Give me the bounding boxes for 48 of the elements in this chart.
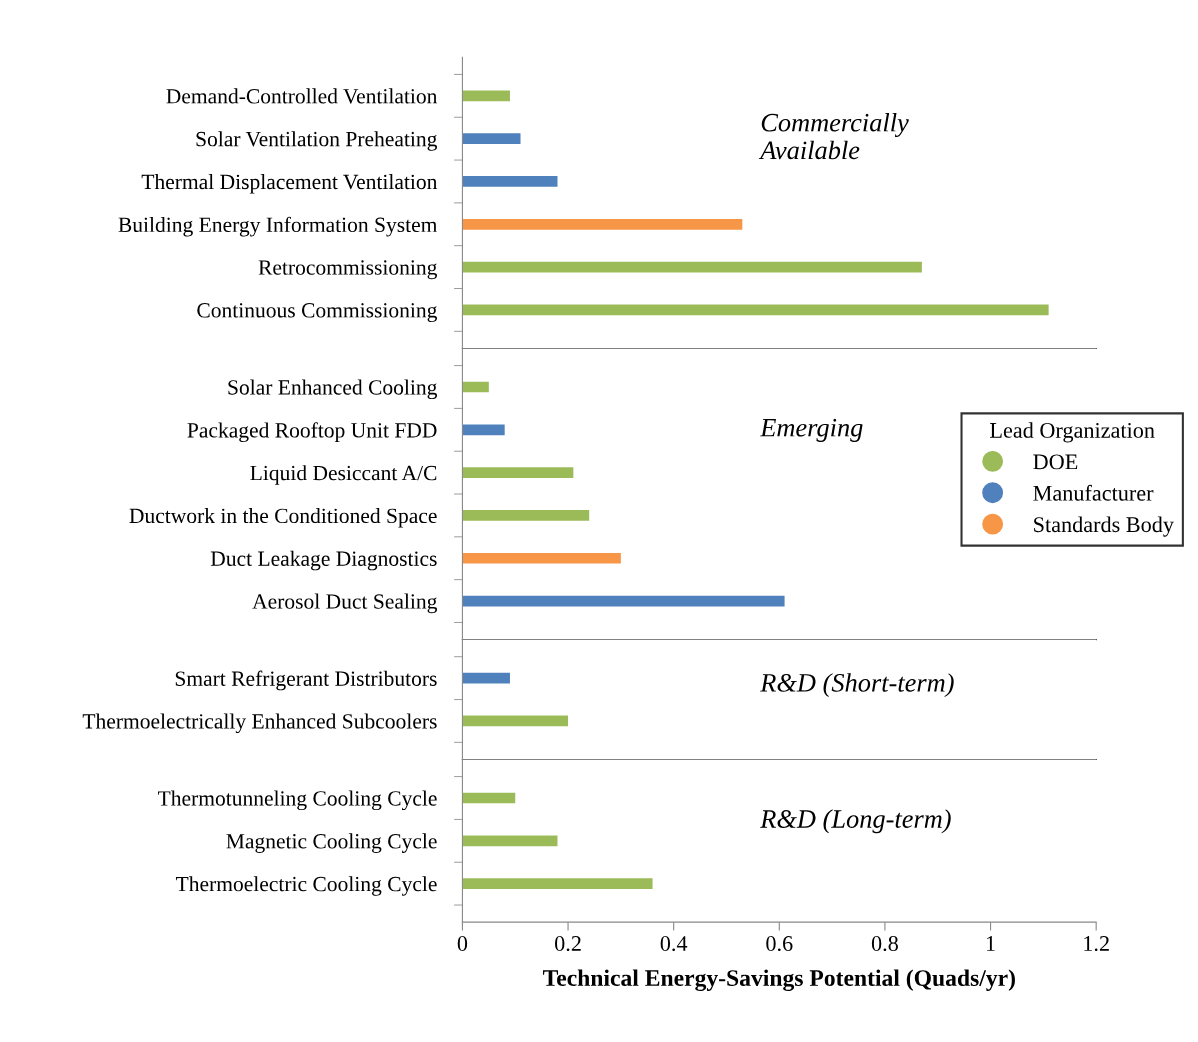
bar bbox=[462, 304, 1049, 316]
y-tick-label: Smart Refrigerant Distributors bbox=[175, 670, 437, 691]
legend-label: Standards Body bbox=[1034, 516, 1174, 537]
bar bbox=[462, 133, 521, 145]
x-tick-label: 0.8 bbox=[871, 936, 898, 952]
y-tick-label: Continuous Commissioning bbox=[197, 303, 438, 322]
bar bbox=[462, 90, 510, 102]
y-tick-label: Magnetic Cooling Cycle bbox=[226, 833, 437, 853]
bar bbox=[462, 381, 489, 393]
bar bbox=[462, 510, 590, 521]
y-tick-label: Building Energy Information System bbox=[118, 216, 438, 237]
y-tick-label: Thermotunneling Cooling Cycle bbox=[158, 790, 437, 811]
y-tick-label: Retrocommissioning bbox=[258, 260, 438, 280]
legend-label: DOE bbox=[1033, 454, 1078, 470]
bar bbox=[462, 467, 574, 478]
x-tick-label: 1 bbox=[986, 936, 995, 951]
x-tick-label: 0 bbox=[457, 936, 468, 951]
bar bbox=[462, 176, 558, 187]
bar bbox=[462, 424, 505, 436]
annotation: Commercially Available bbox=[758, 113, 909, 160]
y-tick-label: Liquid Desiccant A/C bbox=[250, 465, 437, 485]
bar bbox=[462, 878, 653, 889]
y-tick-label: Solar Ventilation Preheating bbox=[196, 131, 438, 151]
annotation: R&D (Short-term) bbox=[760, 673, 954, 698]
x-axis-title: Technical Energy-Savings Potential (Quads/yr) bbox=[542, 969, 1015, 991]
x-tick-label: 1.2 bbox=[1084, 936, 1109, 952]
y-tick-label: Solar Enhanced Cooling bbox=[228, 379, 438, 400]
x-tick-label: 0.6 bbox=[766, 936, 793, 952]
bar bbox=[462, 792, 516, 804]
bar bbox=[462, 261, 922, 273]
x-tick-label: 0.2 bbox=[555, 936, 581, 952]
y-tick-label: Aerosol Duct Sealing bbox=[252, 593, 438, 614]
legend-title: Lead Organization bbox=[990, 422, 1155, 443]
y-tick-label: Thermoelectrically Enhanced Subcoolers bbox=[82, 713, 437, 734]
bar bbox=[462, 552, 621, 564]
y-tick-label: Duct Leakage Diagnostics bbox=[210, 550, 437, 571]
y-tick-label: Packaged Rooftop Unit FDD bbox=[187, 422, 437, 443]
legend-label: Manufacturer bbox=[1033, 484, 1154, 501]
y-tick-label: Ductwork in the Conditioned Space bbox=[129, 507, 437, 528]
x-tick-label: 0.4 bbox=[660, 936, 688, 952]
y-tick-label: Demand-Controlled Ventilation bbox=[166, 88, 438, 104]
annotation: R&D (Long-term) bbox=[760, 809, 951, 834]
y-tick-label: Thermal Displacement Ventilation bbox=[141, 174, 438, 194]
bar bbox=[462, 595, 785, 607]
bar bbox=[462, 218, 743, 230]
bar bbox=[462, 835, 558, 847]
y-tick-label: Thermoelectric Cooling Cycle bbox=[175, 876, 437, 896]
annotation: Emerging bbox=[759, 418, 863, 442]
